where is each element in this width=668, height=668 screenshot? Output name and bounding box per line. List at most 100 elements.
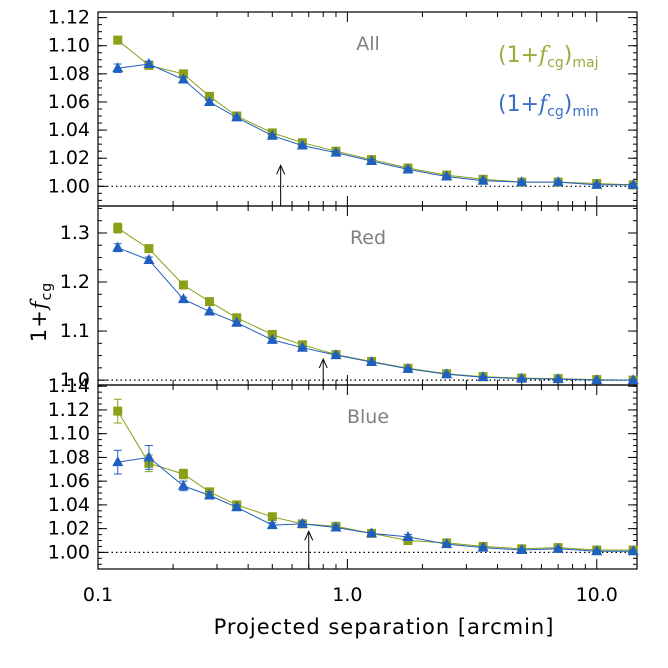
y-tick-label: 1.12 [48,399,90,421]
legend-minor: (1+fcg)min [498,92,599,120]
y-axis-title-prefix: 1+ [27,309,51,342]
data-point [231,316,243,327]
data-point [591,545,603,556]
y-tick-label: 1.10 [48,35,90,57]
y-tick-label: 1.2 [60,271,90,293]
y-tick-label: 1.06 [48,91,90,113]
data-point [627,178,639,189]
panel-all: 1.00 1.02 1.04 1.06 1.08 1.10 1.12 All [48,7,639,207]
y-axis-title-sub: cg [39,282,55,301]
panel-blue: 1.001.021.041.061.081.101.121.14 Blue 0.1 1… [48,375,639,606]
panel-title: All [356,33,380,55]
data-point [516,372,528,383]
data-point [143,253,155,264]
data-point [204,489,216,500]
legend-minor-sub: min [572,104,598,120]
chart-panels: 1.001.021.041.061.081.101.12All1.01.11.2… [48,7,639,606]
y-tick-label: 1.08 [48,63,90,85]
legend-major-close: ) [564,43,573,68]
data-point [177,479,189,490]
y-tick-label: 1.10 [48,423,90,445]
data-point [177,293,189,304]
data-point [441,170,453,181]
data-point [516,544,528,555]
data-point [516,176,528,187]
y-tick-label: 1.04 [48,119,90,141]
data-point [330,521,342,532]
data-point [178,280,188,290]
data-point [113,223,123,233]
data-point [143,451,155,462]
legend-major-sub: maj [572,55,598,71]
legend-minor-close: ) [564,92,573,117]
data-point [266,129,278,140]
y-tick-label: 1.02 [48,518,90,540]
data-point [552,373,564,384]
data-point [113,406,123,416]
data-point [231,501,243,512]
y-tick-label: 1.0 [60,369,90,391]
data-point [267,512,277,522]
y-axis-title: 1+fcg [27,282,55,342]
panel-title: Red [350,227,386,249]
data-point [477,541,489,552]
data-point [627,374,639,385]
data-point [366,355,378,366]
data-point [112,456,124,467]
series-minor [112,241,639,385]
data-point [552,176,564,187]
data-point [402,362,414,373]
y-tick-label: 1.08 [48,446,90,468]
data-point [296,517,308,528]
data-point [627,545,639,556]
y-tick-label: 1.12 [48,7,90,29]
data-point [144,244,154,254]
data-point [441,538,453,549]
data-point [266,519,278,530]
y-tick-label: 1.14 [48,375,90,397]
data-point [204,305,216,316]
legend-major-open: (1+ [498,43,539,68]
data-point [177,73,189,84]
data-point [366,527,378,538]
arrow-head [276,164,286,175]
data-point [591,178,603,189]
panel-frame [97,384,638,570]
data-point [205,297,215,307]
y-axis-title-f: f [27,298,51,311]
data-point [113,35,123,45]
arrow-head [304,530,314,541]
data-point [204,95,216,106]
x-tick-label: 10.0 [576,584,618,606]
data-point [366,155,378,166]
data-point [441,368,453,379]
y-tick-label: 1.04 [48,494,90,516]
series-minor [112,58,639,189]
data-point [477,371,489,382]
data-point [402,530,414,541]
y-tick-label: 1.1 [60,320,90,342]
legend-minor-cg: cg [547,104,564,120]
legend-major: (1+fcg)maj [498,43,598,71]
legend-minor-open: (1+ [498,92,539,117]
y-tick-label: 1.3 [60,222,90,244]
series-line [117,247,634,381]
data-point [591,374,603,385]
panel-title: Blue [347,406,389,428]
y-tick-label: 1.00 [48,541,90,563]
data-point [112,62,124,73]
y-tick-label: 1.06 [48,470,90,492]
y-tick-label: 1.02 [48,147,90,169]
panel-red: 1.0 1.1 1.2 1.3 Red [60,205,639,391]
y-tick-label: 1.00 [48,175,90,197]
data-point [330,146,342,157]
data-point [231,111,243,122]
data-point [552,542,564,553]
x-tick-label: 0.1 [83,584,113,606]
series-line [117,63,634,186]
x-axis-title: Projected separation [arcmin] [214,615,555,639]
data-point [296,341,308,352]
data-point [330,349,342,360]
series-minor [112,445,639,556]
series-line [117,456,634,552]
